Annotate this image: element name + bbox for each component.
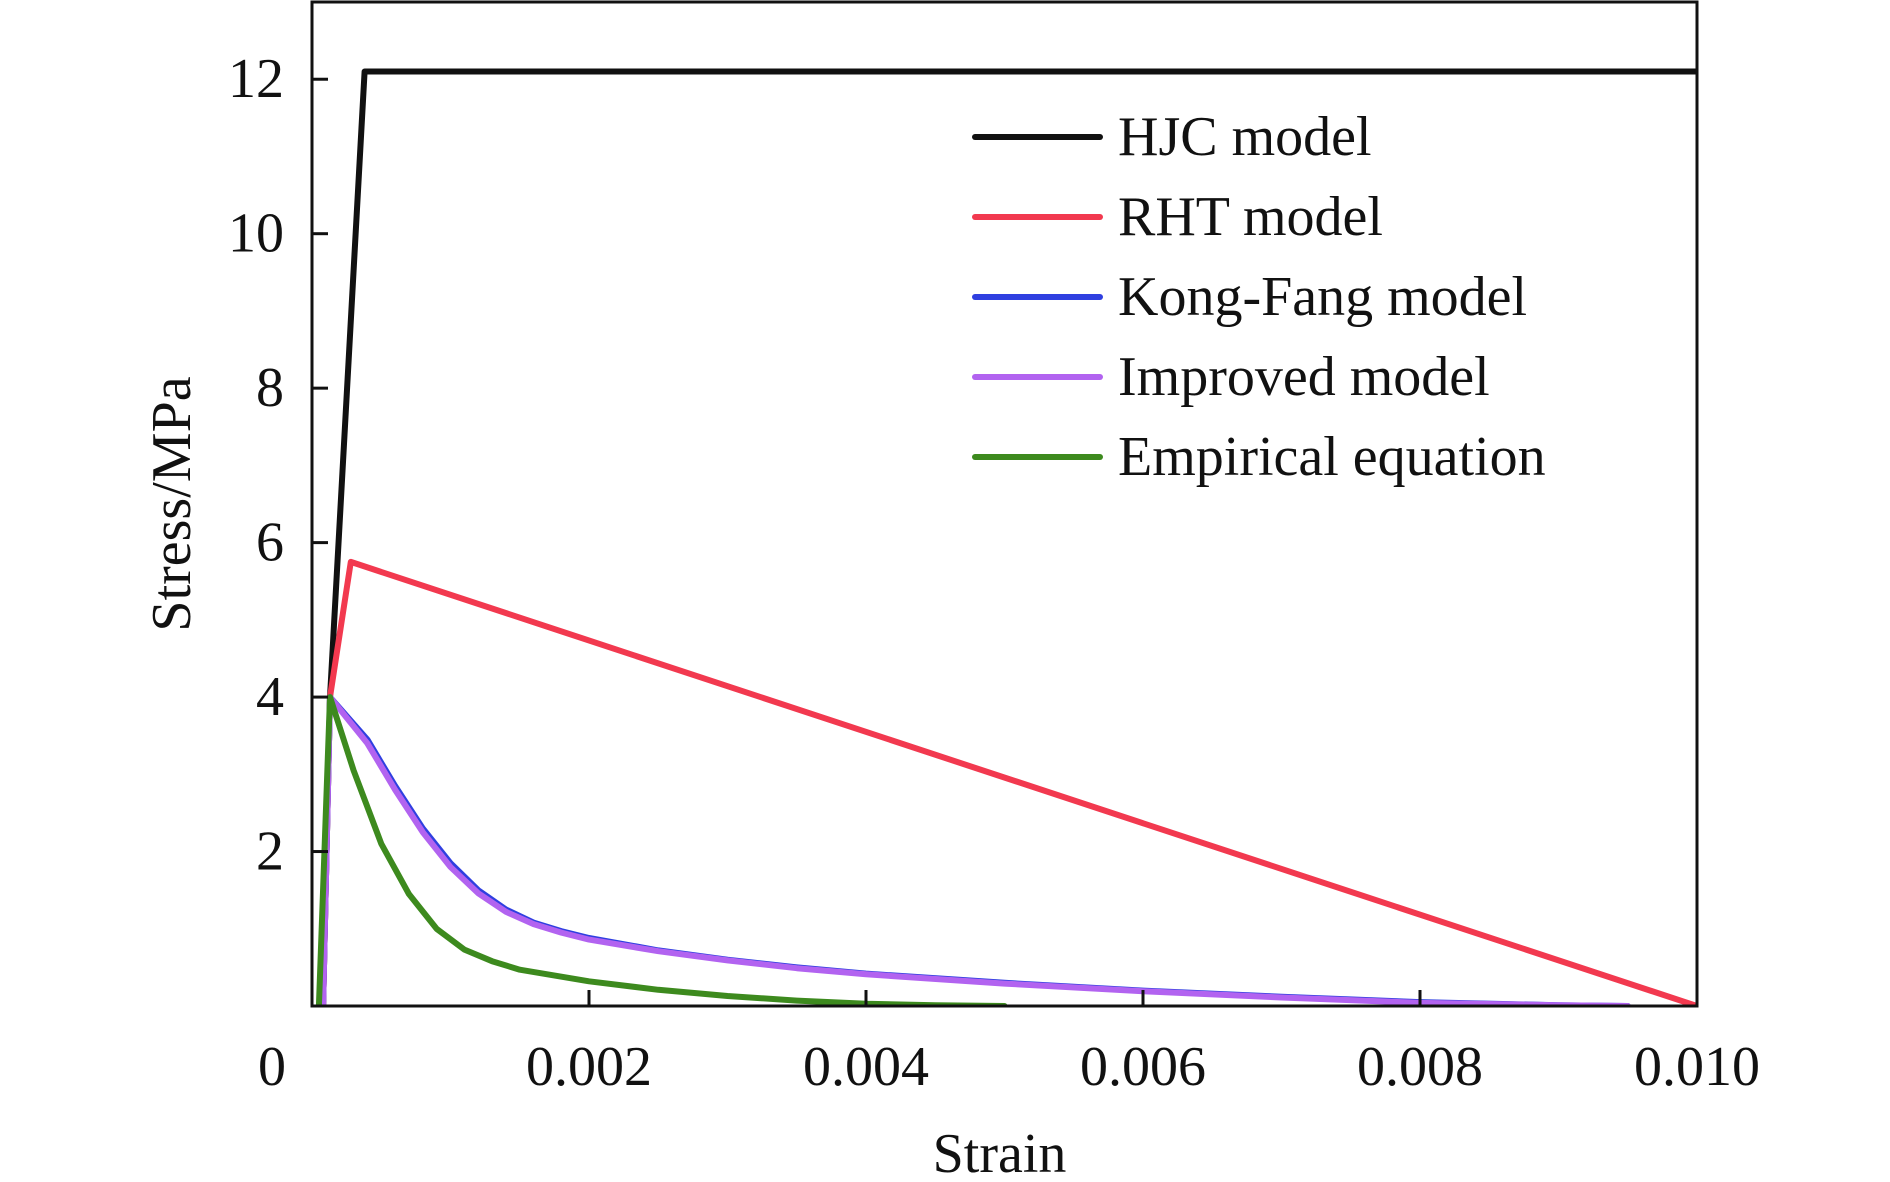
y-axis-title: Stress/MPa [141,376,203,631]
legend-label: Empirical equation [1118,426,1546,488]
x-tick-label: 0.008 [1357,1036,1483,1098]
series-line-kong-fang-model [320,694,1631,1006]
x-tick-label: 0 [258,1036,286,1098]
x-axis-title: Strain [933,1123,1067,1182]
y-tick-label: 2 [256,821,284,883]
legend: HJC model RHT model Kong-Fang model Improve… [972,106,1546,488]
x-tick-label: 0.006 [1080,1036,1206,1098]
legend-label: RHT model [1118,186,1383,248]
y-tick-label: 10 [228,203,284,265]
axes-layer: 2 4 6 8 10 12 0 0.002 0.004 0.006 0.008 0.010 Strain… [141,0,1760,1182]
x-tick-label: 0.010 [1634,1036,1760,1098]
y-tick-label: 12 [228,48,284,110]
y-tick-label: 8 [256,357,284,419]
plot-frame [310,0,1699,1008]
series-group [315,68,1697,1006]
legend-label: Kong-Fang model [1118,266,1527,328]
legend-label: HJC model [1118,106,1372,168]
x-tick-label: 0.004 [803,1036,929,1098]
y-tick-label: 6 [256,512,284,574]
series-line-hjc-model [320,68,1697,1006]
legend-label: Improved model [1118,346,1490,408]
x-tick-label: 0.002 [526,1036,652,1098]
series-line-improved-model [320,694,1631,1006]
series-line-rht-model [320,558,1697,1006]
y-tick-label: 4 [256,666,284,728]
plot-layer [315,68,1697,1006]
series-line-empirical-equation [315,694,1008,1006]
